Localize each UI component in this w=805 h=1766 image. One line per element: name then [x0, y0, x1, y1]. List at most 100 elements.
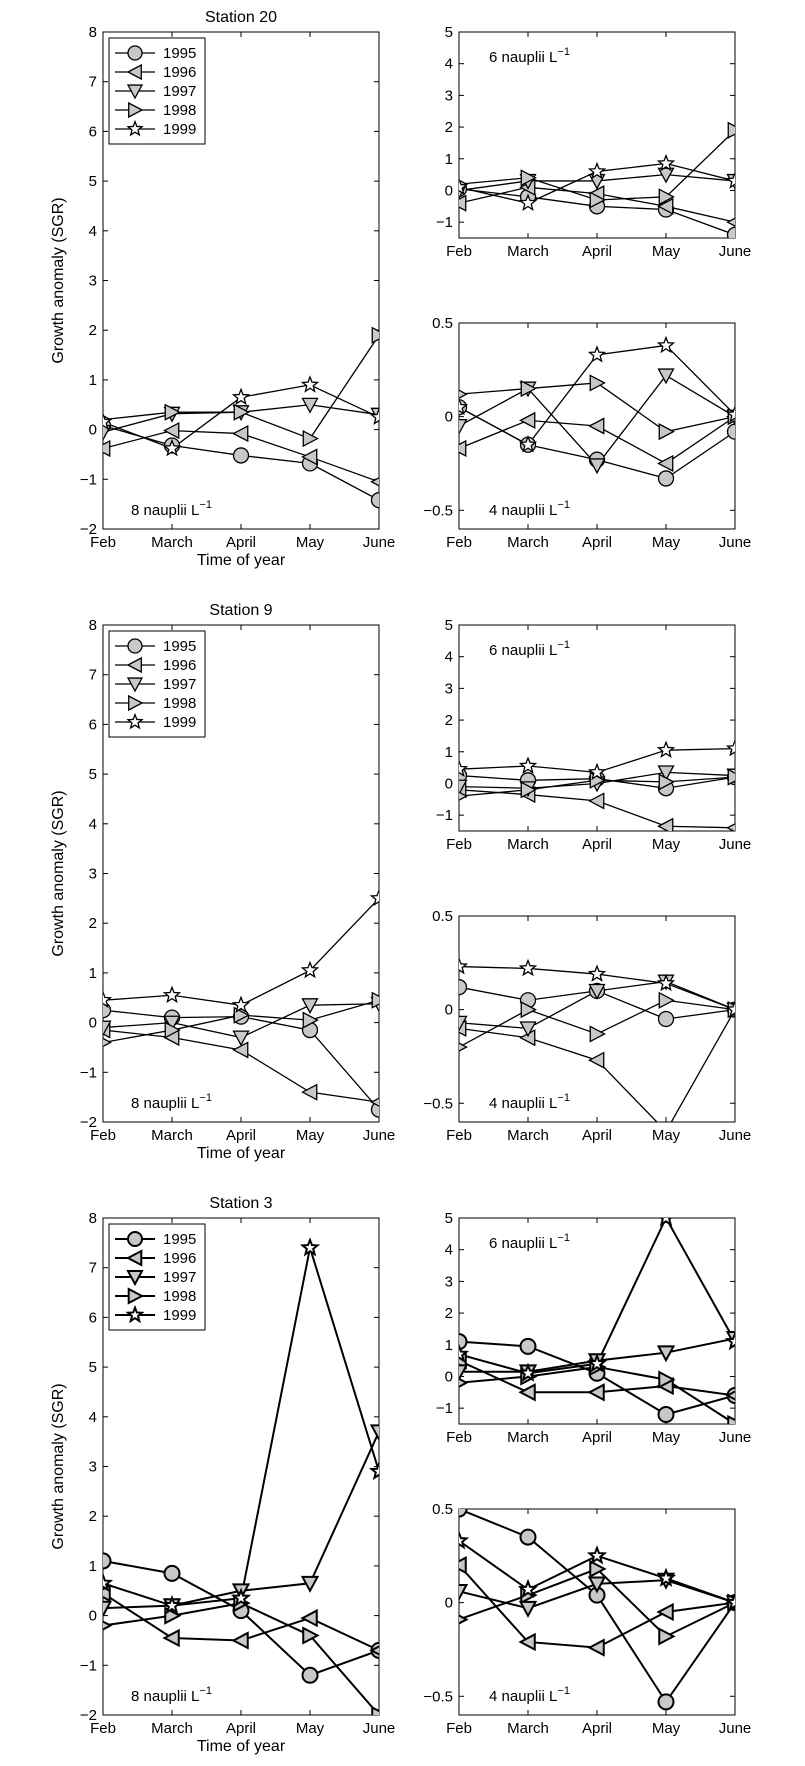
data-point-1999: [231, 387, 251, 406]
plot-area: [459, 738, 735, 831]
legend-label: 1996: [163, 64, 196, 81]
y-tick-label: 5: [89, 1359, 97, 1376]
data-point-1997: [459, 1015, 468, 1032]
y-tick-label: 3: [89, 273, 97, 290]
x-tick-label: April: [582, 1720, 612, 1737]
legend-marker-1999: [126, 119, 144, 137]
data-point-1996: [459, 194, 467, 212]
x-tick-label: April: [582, 534, 612, 551]
data-point-1996: [519, 411, 536, 429]
y-tick-label: 0: [445, 775, 453, 792]
station-title: Station 3: [209, 1195, 272, 1212]
annotation-exponent: −1: [557, 639, 570, 651]
chart-panel-0: −2 −1 0 1 2 3 4 5 6 7 8 Feb March April May June Station…: [50, 9, 395, 569]
data-point-1999: [369, 888, 379, 907]
data-point-1997: [103, 1600, 113, 1618]
y-tick-label: 1: [445, 1337, 453, 1354]
x-tick-label: May: [296, 1127, 325, 1144]
x-tick-label: June: [719, 1429, 752, 1446]
data-point-1996: [588, 1051, 605, 1069]
legend-label: 1997: [163, 1269, 196, 1286]
data-point-1998: [103, 1037, 112, 1048]
y-tick-label: 4: [445, 1242, 453, 1259]
x-tick-label: May: [652, 1127, 681, 1144]
data-point-1998: [727, 121, 735, 139]
data-point-1998: [658, 1627, 676, 1646]
data-point-1997: [587, 1576, 607, 1594]
data-point-1999: [161, 1595, 183, 1615]
concentration-annotation: 4 nauplii L−1: [489, 1685, 570, 1705]
data-point-1996: [587, 1383, 605, 1402]
data-point-1998: [589, 1559, 607, 1579]
data-point-1999: [587, 345, 607, 363]
annotation-text: 8 nauplii L: [131, 1095, 199, 1112]
plot-area: [459, 1509, 735, 1711]
legend-marker-1999: [126, 712, 144, 730]
x-tick-label: May: [296, 534, 325, 551]
x-tick-label: April: [226, 1127, 256, 1144]
data-point-1997: [519, 1021, 537, 1038]
x-tick-label: Feb: [90, 1127, 116, 1144]
x-tick-label: May: [652, 1429, 681, 1446]
y-tick-label: 5: [89, 173, 97, 190]
y-axis-label: Growth anomaly (SGR): [50, 1383, 67, 1549]
data-point-1995: [657, 1010, 675, 1028]
data-point-1995: [370, 1101, 379, 1118]
chart-panel-3: −2 −1 0 1 2 3 4 5 6 7 8 Feb March April May June Station…: [50, 602, 395, 1162]
y-tick-label: 0: [445, 409, 453, 426]
legend-label: 1999: [163, 1307, 196, 1324]
concentration-annotation: 8 nauplii L−1: [131, 1685, 212, 1705]
y-tick-label: −2: [80, 1114, 97, 1131]
data-point-1996: [518, 1383, 536, 1402]
series-line-1998: [459, 999, 735, 1048]
y-tick-label: 6: [89, 1309, 97, 1326]
legend-marker-1998: [128, 694, 144, 712]
y-tick-label: 0: [89, 1015, 97, 1032]
data-point-1999: [655, 1567, 677, 1587]
data-point-1999: [587, 964, 607, 982]
legend-label: 1996: [163, 1250, 196, 1267]
data-point-1999: [518, 193, 538, 211]
data-point-1999: [587, 762, 607, 781]
y-axis-label: Growth anomaly (SGR): [50, 197, 67, 363]
legend-label: 1997: [163, 676, 196, 693]
data-point-1996: [231, 1631, 249, 1650]
x-tick-label: June: [363, 1720, 396, 1737]
y-tick-label: 3: [445, 1273, 453, 1290]
legend-label: 1999: [163, 121, 196, 138]
data-point-1996: [657, 454, 674, 473]
series-line-1998: [103, 334, 379, 440]
plot-area: [459, 121, 735, 238]
data-point-1996: [232, 424, 249, 443]
annotation-text: 8 nauplii L: [131, 1688, 199, 1705]
data-point-1999: [103, 412, 113, 430]
concentration-annotation: 8 nauplii L−1: [131, 1092, 212, 1112]
plot-frame: [458, 915, 736, 1123]
data-point-1997: [103, 425, 112, 441]
data-point-1996: [370, 1097, 379, 1107]
data-point-1998: [589, 1025, 606, 1043]
annotation-exponent: −1: [199, 499, 212, 511]
data-point-1999: [369, 407, 379, 426]
x-axis-label: Time of year: [197, 552, 286, 569]
data-point-1999: [656, 973, 676, 992]
data-point-1998: [371, 326, 379, 344]
y-tick-label: 2: [445, 712, 453, 729]
y-tick-label: 1: [89, 1558, 97, 1575]
y-tick-label: 4: [445, 56, 453, 73]
y-tick-label: 7: [89, 667, 97, 684]
data-point-1995: [232, 447, 250, 464]
annotation-text: 6 nauplii L: [489, 49, 557, 66]
data-point-1995: [657, 470, 675, 487]
data-point-1999: [459, 1343, 470, 1363]
data-point-1996: [459, 439, 467, 458]
concentration-annotation: 4 nauplii L−1: [489, 1092, 570, 1112]
data-point-1995: [459, 1509, 468, 1518]
legend-marker-1997: [126, 84, 144, 100]
x-tick-label: Feb: [90, 534, 116, 551]
legend-label: 1995: [163, 45, 196, 62]
data-point-1997: [232, 1030, 250, 1047]
y-tick-label: −2: [80, 521, 97, 538]
